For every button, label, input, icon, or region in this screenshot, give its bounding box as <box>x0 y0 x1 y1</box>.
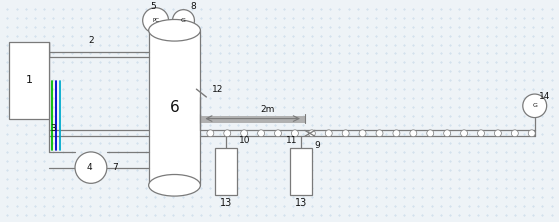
Circle shape <box>477 130 485 137</box>
Text: 13: 13 <box>295 198 307 208</box>
Text: 10: 10 <box>239 136 250 145</box>
Circle shape <box>427 130 434 137</box>
Text: 7: 7 <box>112 163 118 172</box>
Text: 2: 2 <box>88 36 94 45</box>
Circle shape <box>309 130 315 137</box>
Circle shape <box>494 130 501 137</box>
Circle shape <box>444 130 451 137</box>
Text: G: G <box>532 103 537 108</box>
Circle shape <box>258 130 264 137</box>
Text: 2m: 2m <box>260 105 274 114</box>
Text: 11: 11 <box>286 136 297 145</box>
Circle shape <box>224 130 231 137</box>
Text: PC: PC <box>152 18 159 23</box>
Circle shape <box>173 10 195 31</box>
Circle shape <box>511 130 518 137</box>
Bar <box>10 42 49 119</box>
Bar <box>290 148 312 195</box>
Circle shape <box>523 94 547 118</box>
Text: 5: 5 <box>151 2 157 11</box>
Circle shape <box>207 130 214 137</box>
Circle shape <box>376 130 383 137</box>
Text: 4: 4 <box>86 163 92 172</box>
Circle shape <box>75 152 107 183</box>
Circle shape <box>393 130 400 137</box>
Text: 13: 13 <box>220 198 233 208</box>
Circle shape <box>359 130 366 137</box>
Text: 14: 14 <box>539 91 551 101</box>
Text: 6: 6 <box>169 100 179 115</box>
Circle shape <box>325 130 332 137</box>
Circle shape <box>241 130 248 137</box>
Bar <box>215 148 237 195</box>
Circle shape <box>143 8 169 33</box>
Text: 1: 1 <box>26 75 33 85</box>
Text: 8: 8 <box>191 2 196 11</box>
Text: G: G <box>181 18 186 23</box>
Circle shape <box>291 130 299 137</box>
Circle shape <box>410 130 417 137</box>
Circle shape <box>274 130 282 137</box>
Circle shape <box>461 130 467 137</box>
Text: 3: 3 <box>50 124 56 133</box>
Text: 12: 12 <box>212 85 224 94</box>
Bar <box>149 30 200 185</box>
Ellipse shape <box>149 174 200 196</box>
Text: 9: 9 <box>314 141 320 150</box>
Ellipse shape <box>149 20 200 41</box>
Circle shape <box>528 130 535 137</box>
Circle shape <box>342 130 349 137</box>
